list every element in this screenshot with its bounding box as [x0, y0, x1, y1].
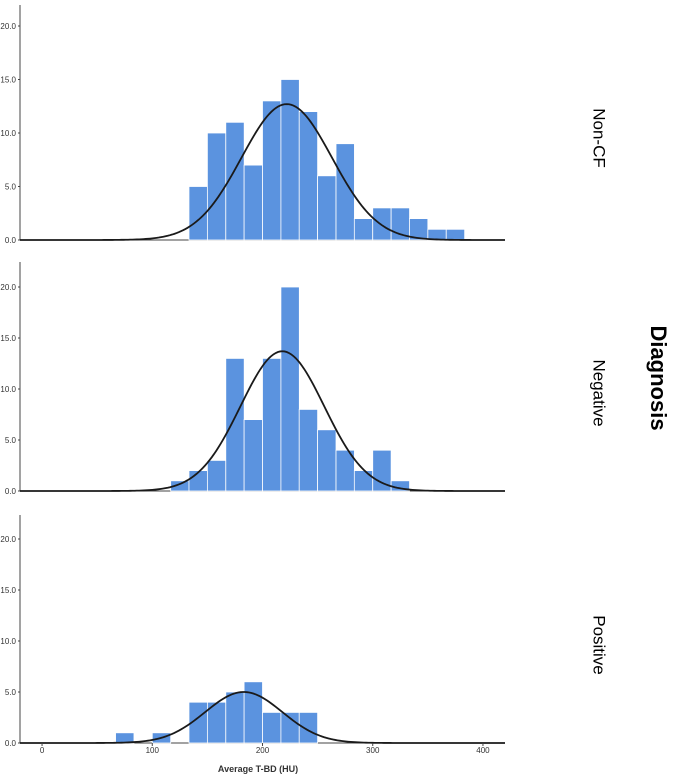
y-tick-label: 15.0	[0, 334, 16, 343]
x-tick-label: 400	[476, 746, 490, 755]
y-tick-label: 10.0	[0, 637, 16, 646]
histogram-bar	[335, 143, 355, 241]
facet-title: Diagnosis	[646, 325, 671, 430]
histogram-bar	[317, 429, 337, 492]
y-tick-label: 0.0	[5, 236, 17, 245]
histogram-bar	[243, 419, 263, 492]
panel-label: Negative	[590, 359, 609, 426]
histogram-bar	[262, 712, 282, 744]
y-tick-label: 0.0	[5, 487, 17, 496]
y-tick-label: 20.0	[0, 22, 16, 31]
y-tick-label: 20.0	[0, 535, 16, 544]
histogram-bar	[353, 218, 374, 241]
y-tick-label: 5.0	[5, 436, 17, 445]
y-tick-label: 5.0	[5, 688, 17, 697]
x-tick-label: 100	[146, 746, 160, 755]
normal-curve	[20, 103, 505, 241]
panel-non-cf: 0.0 5.0 10.0 15.0 20.0 Non-CF	[0, 5, 609, 245]
histogram-bar	[225, 357, 245, 492]
histogram-bar	[206, 132, 227, 241]
histogram-bar	[353, 470, 374, 492]
x-axis-title: Average T-BD (HU)	[218, 764, 298, 774]
x-tick-label: 300	[366, 746, 380, 755]
histogram-bar	[206, 459, 227, 492]
x-tick-label: 200	[256, 746, 270, 755]
histogram-bar	[298, 111, 319, 241]
normal-curve	[20, 350, 505, 492]
histogram-bar	[262, 357, 282, 492]
normal-curve	[20, 691, 505, 744]
x-axis: 0 100 200 300 400	[40, 743, 490, 755]
histogram-bar	[280, 712, 300, 744]
histogram-bar	[243, 681, 263, 744]
histogram-bar	[243, 164, 263, 241]
panel-label: Non-CF	[590, 108, 609, 168]
histogram-bar	[317, 175, 337, 241]
panels-layer: 0.0 5.0 10.0 15.0 20.0 Non-CF 0.0 5.0 10.0 15.0 20…	[0, 5, 609, 748]
y-tick-label: 10.0	[0, 385, 16, 394]
histogram-bar	[225, 691, 245, 744]
panel-positive: 0.0 5.0 10.0 15.0 20.0 Positive	[0, 515, 609, 748]
panel-negative: 0.0 5.0 10.0 15.0 20.0 Negative	[0, 262, 609, 496]
histogram-bar	[372, 207, 392, 241]
panel-label: Positive	[590, 615, 609, 675]
y-tick-label: 0.0	[5, 739, 17, 748]
histogram-bar	[188, 470, 208, 492]
histogram-bar	[445, 228, 466, 241]
x-tick-label: 0	[40, 746, 45, 755]
y-tick-label: 15.0	[0, 76, 16, 85]
y-tick-label: 15.0	[0, 586, 16, 595]
y-tick-label: 10.0	[0, 129, 16, 138]
histogram-bar	[280, 286, 300, 492]
histogram-bar	[262, 100, 282, 241]
histogram-bar	[298, 712, 319, 744]
y-tick-label: 5.0	[5, 183, 17, 192]
histogram-bar	[298, 408, 319, 492]
y-tick-label: 20.0	[0, 283, 16, 292]
